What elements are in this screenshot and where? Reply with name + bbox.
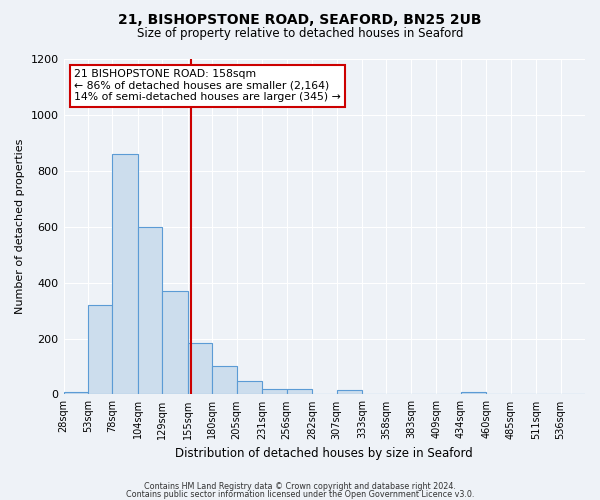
Bar (138, 226, 163, 394)
Bar (188, 342, 212, 394)
Text: Contains public sector information licensed under the Open Government Licence v3: Contains public sector information licen… (126, 490, 474, 499)
Text: 21, BISHOPSTONE ROAD, SEAFORD, BN25 2UB: 21, BISHOPSTONE ROAD, SEAFORD, BN25 2UB (118, 12, 482, 26)
Bar (287, 390, 312, 394)
Bar (163, 291, 188, 395)
Bar (64, 392, 88, 394)
Bar (461, 392, 486, 394)
X-axis label: Distribution of detached houses by size in Seaford: Distribution of detached houses by size … (175, 447, 473, 460)
Bar (337, 390, 362, 394)
Text: 21 BISHOPSTONE ROAD: 158sqm
← 86% of detached houses are smaller (2,164)
14% of : 21 BISHOPSTONE ROAD: 158sqm ← 86% of det… (74, 69, 341, 102)
Bar (112, 154, 138, 394)
Bar (88, 305, 112, 394)
Text: Contains HM Land Registry data © Crown copyright and database right 2024.: Contains HM Land Registry data © Crown c… (144, 482, 456, 491)
Bar (262, 389, 287, 394)
Bar (237, 382, 262, 394)
Y-axis label: Number of detached properties: Number of detached properties (15, 139, 25, 314)
Text: Size of property relative to detached houses in Seaford: Size of property relative to detached ho… (137, 28, 463, 40)
Bar (212, 366, 237, 394)
